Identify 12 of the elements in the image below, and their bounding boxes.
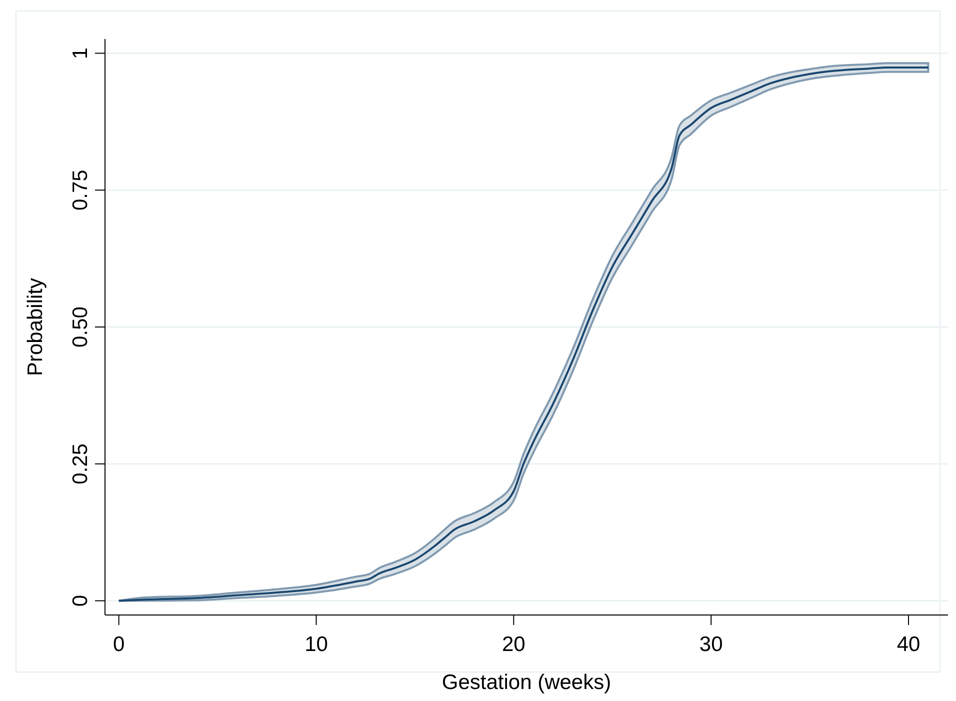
y-axis-title: Probability [24,277,47,376]
y-tick-label: 0 [69,594,92,607]
x-tick-label: 10 [304,633,328,656]
x-tick-label: 20 [502,633,526,656]
y-tick-label: 1 [69,47,92,60]
x-tick-label: 40 [896,633,920,656]
x-tick-label: 30 [699,633,723,656]
y-tick-label: 0.75 [69,170,92,211]
y-tick-label: 0.25 [69,443,92,484]
y-tick-label: 0.50 [69,306,92,348]
x-axis-title: Gestation (weeks) [442,671,612,694]
x-tick-label: 0 [112,633,125,656]
